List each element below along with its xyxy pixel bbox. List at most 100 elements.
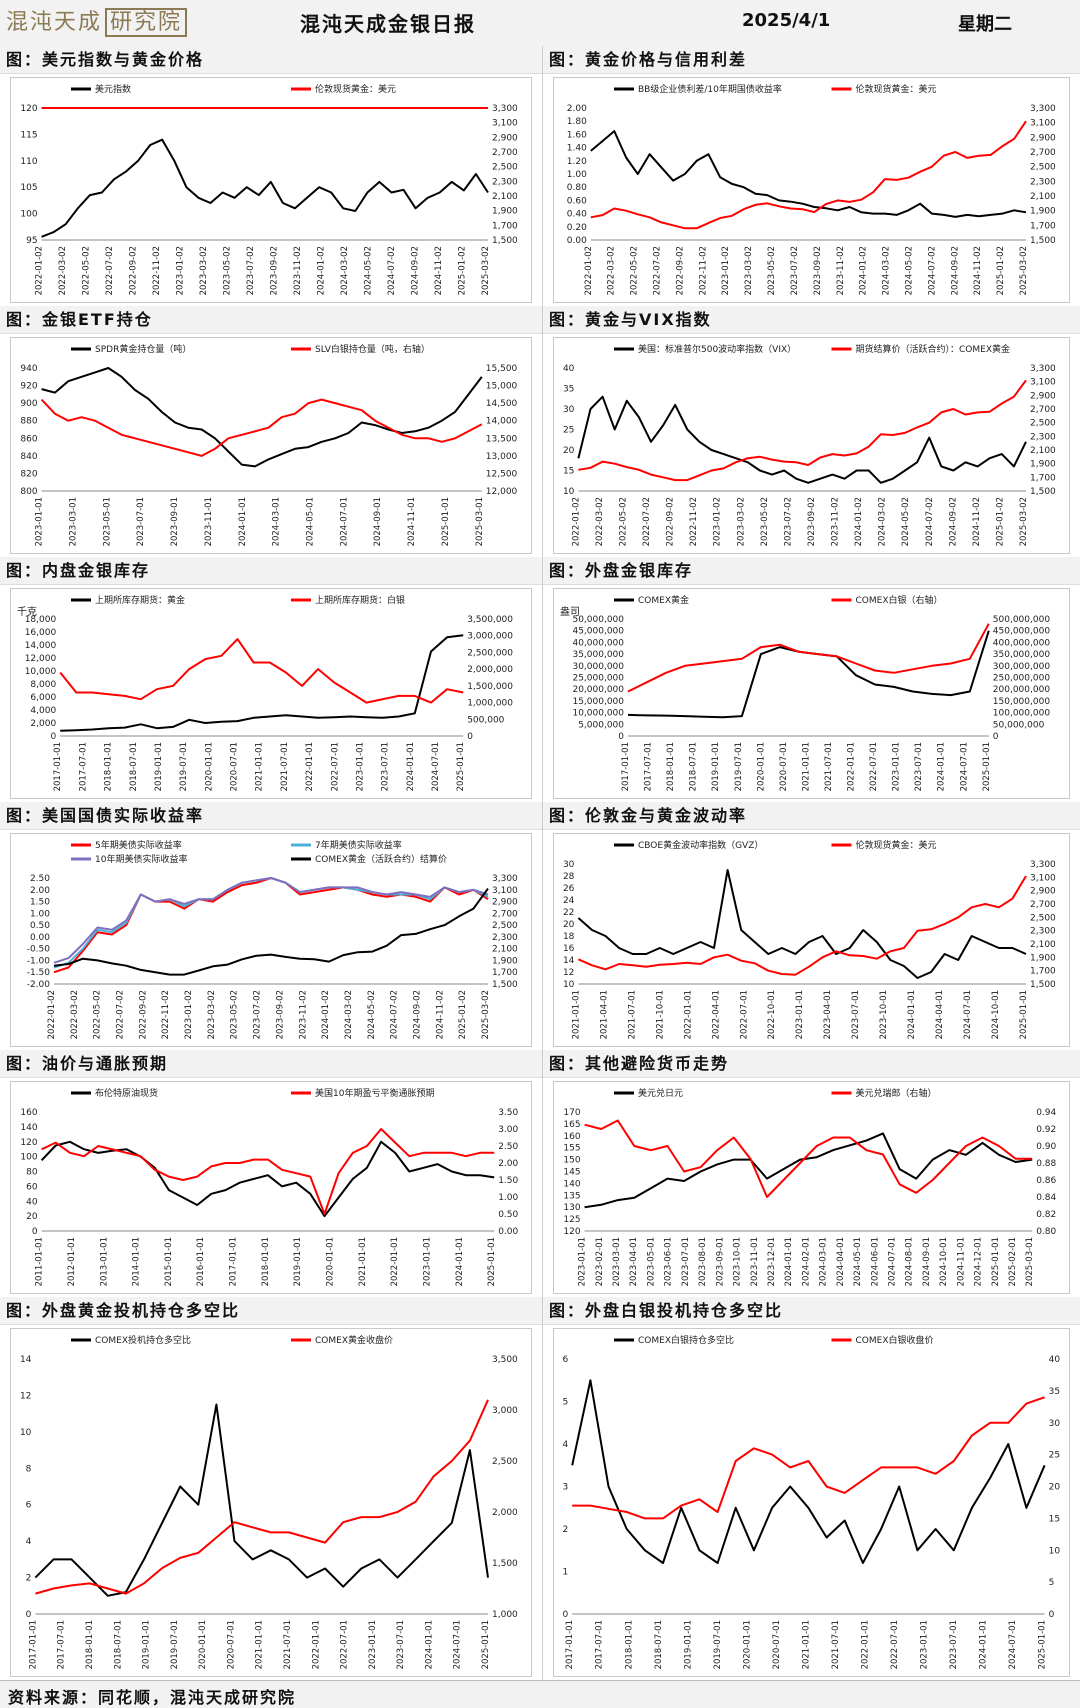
- x-tick-label: 2017-07-01: [57, 1620, 67, 1669]
- left-tick-label: 100: [20, 210, 37, 220]
- x-tick-label: 2024-01-01: [937, 742, 947, 791]
- x-tick-label: 2017-01-01: [621, 742, 631, 791]
- x-tick-label: 2023-07-01: [851, 990, 861, 1039]
- right-tick-label: 2,000: [492, 1508, 518, 1518]
- right-tick-label: 2,000,000: [467, 665, 513, 675]
- x-tick-label: 2022-05-02: [619, 497, 629, 546]
- left-tick-label: 6: [26, 1501, 32, 1511]
- left-tick-label: 26: [563, 884, 575, 894]
- left-tick-label: 35: [563, 385, 574, 395]
- chart-svg: CBOE黄金波动率指数（GVZ） 伦敦现货黄金：美元 10 12 14 16 18 20 22 2…: [563, 839, 1056, 1039]
- x-tick-label: 2024-09-01: [922, 1237, 932, 1286]
- left-tick-label: 0: [50, 732, 56, 742]
- chart-svg: 美国：标准普尔500波动率指数（VIX） 期货结算价（活跃合约）：COMEX黄金 1…: [563, 343, 1056, 546]
- x-tick-label: 2024-05-02: [901, 497, 911, 546]
- x-tick-label: 2025-01-01: [1019, 990, 1029, 1039]
- x-tick-label: 2024-11-02: [973, 246, 983, 295]
- right-tick-label: 0.50: [498, 1210, 518, 1220]
- chart-svg: 布伦特原油现货 美国10年期盈亏平衡通胀预期 0 20 40 60 80 100 120 140 1…: [20, 1087, 518, 1286]
- legend-label: CBOE黄金波动率指数（GVZ）: [638, 839, 763, 851]
- right-tick-label: 2,300: [1030, 177, 1056, 187]
- x-tick-label: 2018-01-01: [104, 742, 114, 791]
- left-tick-label: 30,000,000: [572, 662, 624, 672]
- right-tick-label: 2,500,000: [467, 648, 513, 658]
- x-tick-label: 2025-01-01: [982, 742, 992, 791]
- x-tick-label: 2023-07-02: [253, 990, 263, 1039]
- legend-label: 伦敦现货黄金：美元: [856, 839, 937, 851]
- series-line: [577, 395, 1027, 484]
- x-tick-label: 2025-03-01: [475, 497, 485, 546]
- x-tick-label: 2017-01-01: [565, 1620, 575, 1669]
- x-tick-label: 2024-01-01: [979, 1620, 989, 1669]
- right-tick-label: 2,300: [492, 933, 518, 943]
- x-tick-label: 2022-01-02: [571, 497, 581, 546]
- right-tick-label: 2,900: [1030, 133, 1056, 143]
- x-tick-label: 2012-01-01: [67, 1237, 77, 1286]
- legend-item: COMEX黄金: [614, 594, 689, 606]
- right-tick-label: 13,000: [486, 452, 518, 462]
- left-tick-label: 0.60: [567, 196, 587, 206]
- x-tick-label: 2023-05-01: [646, 1237, 656, 1286]
- x-tick-label: 2022-10-01: [767, 990, 777, 1039]
- left-tick-label: 115: [20, 130, 37, 140]
- x-tick-label: 2020-01-01: [742, 1620, 752, 1669]
- right-tick-label: 1.00: [498, 1193, 518, 1203]
- left-tick-label: 160: [20, 1108, 37, 1118]
- left-tick-label: 820: [20, 469, 37, 479]
- x-tick-label: 2025-01-01: [441, 497, 451, 546]
- left-tick-label: 0: [562, 1610, 568, 1620]
- right-tick-label: 450,000,000: [993, 627, 1051, 637]
- chart-8: CBOE黄金波动率指数（GVZ） 伦敦现货黄金：美元 10 12 14 16 18 20 22 2…: [553, 833, 1070, 1047]
- x-tick-label: 2024-01-02: [859, 246, 869, 295]
- left-tick-label: 22: [563, 908, 574, 918]
- x-tick-label: 2022-11-02: [698, 246, 708, 295]
- x-tick-label: 2024-01-02: [321, 990, 331, 1039]
- right-tick-label: 14,500: [486, 399, 518, 409]
- x-tick-label: 2024-06-01: [870, 1237, 880, 1286]
- legend-label: COMEX投机持仓多空比: [95, 1334, 191, 1346]
- x-tick-label: 2024-09-02: [948, 497, 958, 546]
- legend-item: 伦敦现货黄金：美元: [831, 839, 937, 851]
- x-tick-label: 2024-07-01: [339, 497, 349, 546]
- x-tick-label: 2023-10-01: [879, 990, 889, 1039]
- right-tick-label: 15,500: [486, 364, 518, 374]
- legend-label: BB级企业债利差/10年期国债收益率: [638, 83, 782, 95]
- left-tick-label: -1.00: [27, 956, 51, 966]
- x-tick-label: 2023-07-02: [783, 497, 793, 546]
- left-tick-label: 15,000,000: [572, 697, 624, 707]
- left-tick-label: 16,000: [25, 628, 57, 638]
- left-tick-label: 60: [26, 1182, 38, 1192]
- x-tick-label: 2025-03-01: [1025, 1237, 1035, 1286]
- x-tick-label: 2019-01-01: [683, 1620, 693, 1669]
- left-tick-label: 12,000: [25, 654, 57, 664]
- panel-title: 图：伦敦金与黄金波动率: [543, 802, 1080, 830]
- right-tick-label: 2,700: [1030, 900, 1056, 910]
- x-tick-label: 2022-03-02: [595, 497, 605, 546]
- right-tick-label: 300,000,000: [993, 662, 1051, 672]
- legend-label: 美元指数: [95, 83, 131, 95]
- x-tick-label: 2022-01-01: [311, 1620, 321, 1669]
- chart-svg: BB级企业债利差/10年期国债收益率 伦敦现货黄金：美元 0.00 0.20 0.40 0…: [567, 83, 1056, 295]
- x-tick-label: 2024-03-02: [882, 246, 892, 295]
- panel-title: 图：油价与通胀预期: [0, 1050, 542, 1078]
- panel-title: 图：内盘金银库存: [0, 557, 542, 585]
- legend-item: 伦敦现货黄金：美元: [291, 83, 396, 95]
- right-tick-label: 2,900: [492, 133, 518, 143]
- chart-12: COMEX白银持仓多空比 COMEX白银收盘价 0 1 2 3 4 5 6 0 5 10 15 20 25 3…: [553, 1328, 1070, 1677]
- chart-2: BB级企业债利差/10年期国债收益率 伦敦现货黄金：美元 0.00 0.20 0.40 0…: [553, 77, 1070, 303]
- left-tick-label: 95: [26, 236, 37, 246]
- right-tick-label: 0: [467, 732, 473, 742]
- x-tick-label: 2018-07-01: [113, 1620, 123, 1669]
- x-tick-label: 2022-09-02: [129, 246, 139, 295]
- left-tick-label: 14,000: [25, 641, 57, 651]
- left-tick-label: 0.50: [30, 921, 50, 931]
- x-tick-label: 2025-01-02: [995, 497, 1005, 546]
- x-tick-label: 2023-07-01: [949, 1620, 959, 1669]
- chart-svg: COMEX黄金 COMEX白银（右轴） 盎司 0 5,000,00010,000,000…: [560, 594, 1051, 791]
- legend-item: BB级企业债利差/10年期国债收益率: [614, 83, 782, 95]
- legend-item: COMEX黄金收盘价: [291, 1334, 393, 1346]
- right-tick-label: 3.50: [498, 1108, 518, 1118]
- right-tick-label: 1,900: [492, 956, 518, 966]
- panel-title: 图：美元指数与黄金价格: [0, 46, 542, 74]
- left-tick-label: 1.80: [567, 117, 587, 127]
